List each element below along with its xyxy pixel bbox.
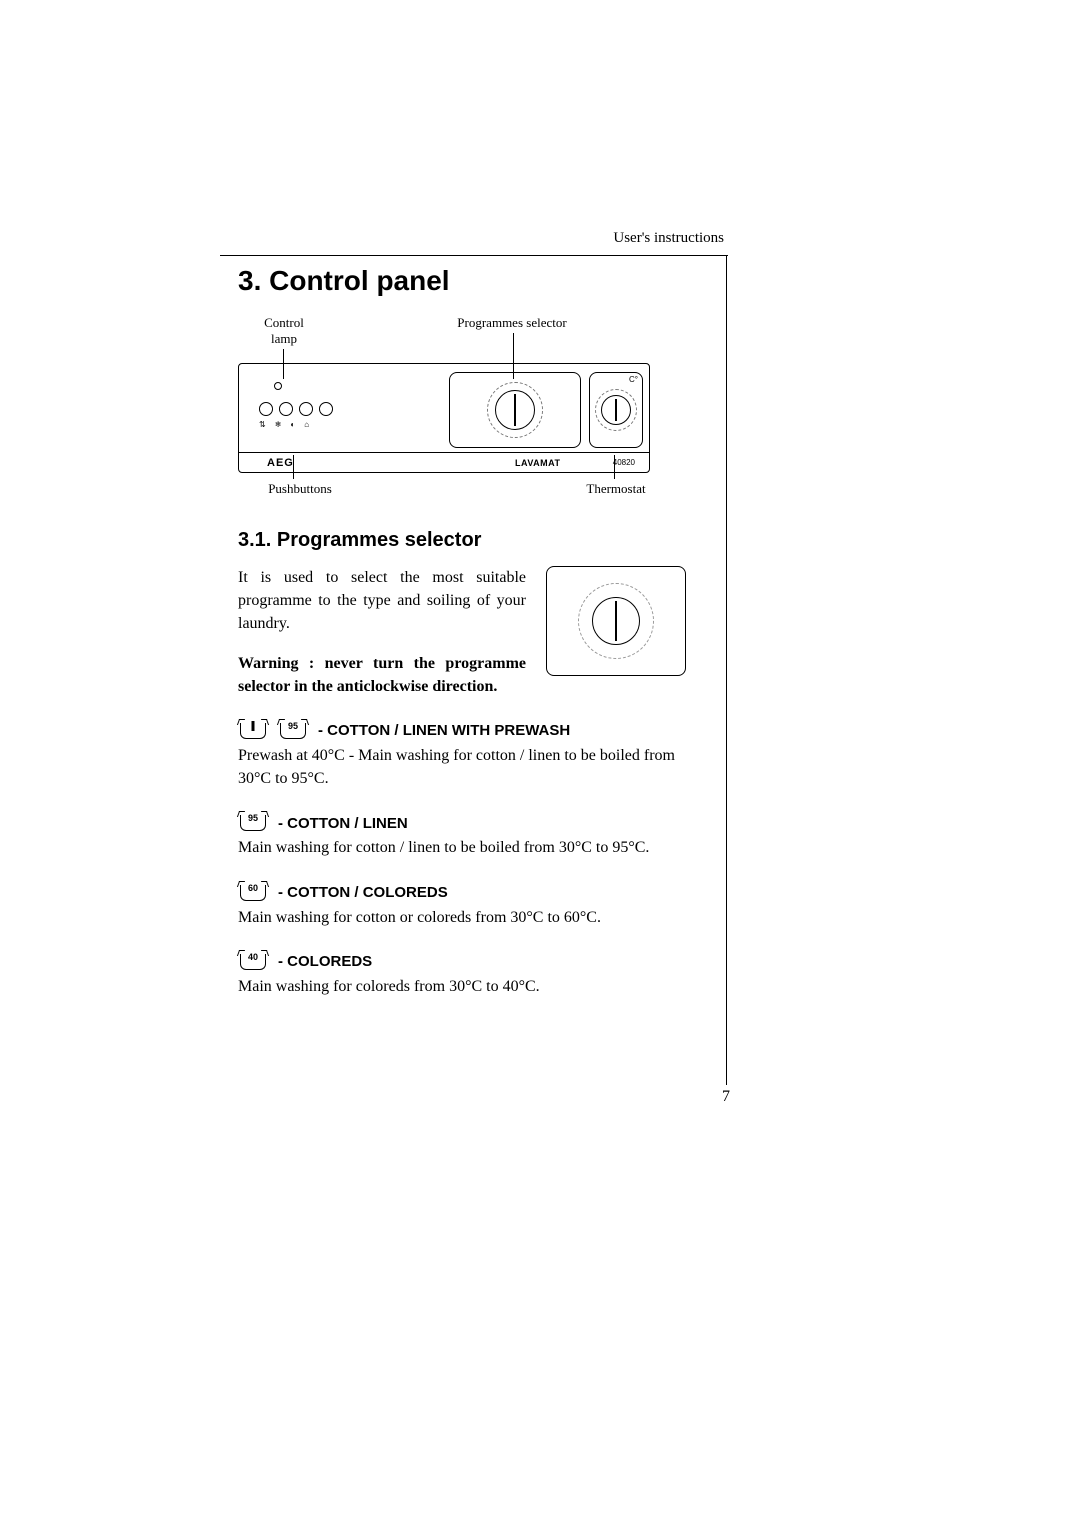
pushbutton-icon — [279, 402, 293, 416]
control-lamp-icon — [274, 382, 282, 390]
programme-description: Main washing for coloreds from 30°C to 4… — [238, 975, 688, 998]
pushbutton-symbol-row: ⇅ ❄ ◐ ⌂ — [259, 420, 309, 429]
label-control-lamp: Control lamp — [254, 315, 314, 348]
pushbutton-row — [259, 402, 333, 416]
programme-item: 40 - COLOREDSMain washing for coloreds f… — [238, 951, 688, 998]
label-programmes-selector: Programmes selector — [442, 315, 582, 331]
top-rule — [220, 255, 728, 256]
page-number: 7 — [722, 1088, 730, 1106]
brand-model: 40820 — [613, 458, 635, 467]
panel-bottom-labels: Pushbuttons Thermostat — [238, 473, 688, 501]
leader-thermostat — [614, 455, 615, 479]
programme-heading: 95 - COTTON / LINEN — [238, 812, 688, 834]
programme-description: Prewash at 40°C - Main washing for cotto… — [238, 744, 688, 790]
brand-lavamat: LAVAMAT — [515, 458, 561, 468]
brand-aeg: AEG — [267, 457, 294, 469]
programme-description: Main washing for cotton or coloreds from… — [238, 906, 688, 929]
intro-text-block: It is used to select the most suitable p… — [238, 566, 526, 698]
pushbutton-symbol-icon: ❄ — [275, 420, 282, 429]
programme-heading: 60 - COTTON / COLOREDS — [238, 882, 688, 904]
programme-heading: 40 - COLOREDS — [238, 951, 688, 973]
programme-title: - COLOREDS — [278, 953, 372, 970]
programme-list: 95 - COTTON / LINEN WITH PREWASHPrewash … — [238, 720, 688, 998]
running-head: User's instructions — [220, 230, 724, 247]
programme-description: Main washing for cotton / linen to be bo… — [238, 836, 688, 859]
programme-item: 60 - COTTON / COLOREDSMain washing for c… — [238, 882, 688, 929]
right-rule — [726, 255, 727, 1085]
pushbutton-symbol-icon: ⇅ — [259, 420, 266, 429]
wash-tub-icon: 95 — [238, 812, 268, 834]
wash-tub-icon: 95 — [278, 720, 308, 742]
pushbutton-symbol-icon: ◐ — [290, 420, 295, 429]
pushbutton-icon — [299, 402, 313, 416]
programme-item: 95 - COTTON / LINENMain washing for cott… — [238, 812, 688, 859]
page-content: 3. Control panel Control lamp Programmes… — [238, 265, 688, 998]
pushbutton-symbol-icon: ⌂ — [304, 420, 309, 429]
wash-tub-icon: 40 — [238, 951, 268, 973]
intro-row: It is used to select the most suitable p… — [238, 566, 688, 698]
label-pushbuttons: Pushbuttons — [260, 481, 340, 497]
dial-knob-icon — [592, 597, 640, 645]
programme-title: - COTTON / COLOREDS — [278, 884, 448, 901]
intro-warning: Warning : never turn the programme selec… — [238, 652, 526, 698]
dial-knob-icon — [495, 390, 535, 430]
panel-brand-bar: AEG LAVAMAT 40820 — [239, 452, 649, 472]
thermostat-c-label: C° — [629, 375, 638, 384]
thermostat-dial-icon: C° — [589, 372, 643, 448]
pushbutton-icon — [259, 402, 273, 416]
control-panel-diagram: ⇅ ❄ ◐ ⌂ C° AEG LAVAMAT 40820 — [238, 363, 650, 473]
programme-heading: 95 - COTTON / LINEN WITH PREWASH — [238, 720, 688, 742]
wash-tub-icon — [238, 720, 268, 742]
panel-top-labels: Control lamp Programmes selector — [238, 315, 688, 363]
programme-item: 95 - COTTON / LINEN WITH PREWASHPrewash … — [238, 720, 688, 790]
label-thermostat: Thermostat — [576, 481, 656, 497]
programme-dial-icon — [449, 372, 581, 448]
leader-pushbuttons — [293, 455, 294, 479]
section-title: 3. Control panel — [238, 265, 688, 297]
pushbutton-icon — [319, 402, 333, 416]
programme-title: - COTTON / LINEN — [278, 815, 408, 832]
programme-dial-large-icon — [546, 566, 686, 676]
wash-tub-icon: 60 — [238, 882, 268, 904]
subsection-title: 3.1. Programmes selector — [238, 529, 688, 552]
programme-title: - COTTON / LINEN WITH PREWASH — [318, 722, 570, 739]
dial-knob-icon — [601, 395, 631, 425]
intro-paragraph: It is used to select the most suitable p… — [238, 566, 526, 636]
